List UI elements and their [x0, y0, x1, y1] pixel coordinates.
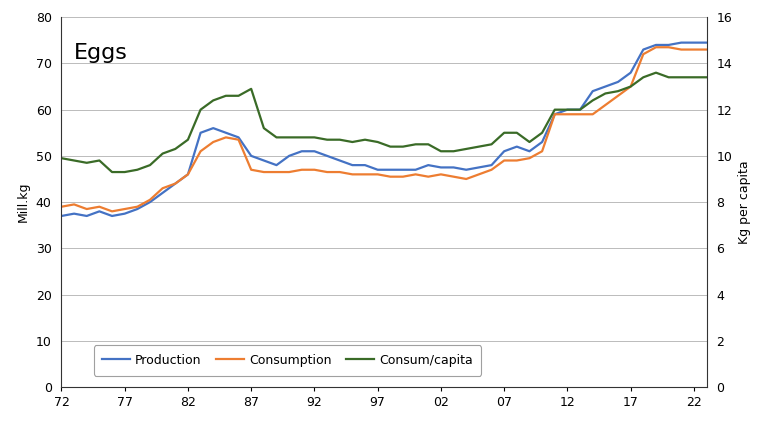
Consum/capita — [651, 70, 660, 75]
Consum/capita — [108, 169, 117, 175]
Consum/capita — [462, 146, 471, 151]
Consumption — [462, 176, 471, 181]
Production — [702, 40, 711, 45]
Text: Eggs: Eggs — [74, 43, 128, 63]
Production — [108, 213, 117, 218]
Consum/capita — [57, 156, 66, 161]
Consumption — [373, 172, 382, 177]
Production — [284, 154, 293, 159]
Production — [57, 213, 66, 218]
Consumption — [702, 47, 711, 52]
Legend: Production, Consumption, Consum/capita: Production, Consumption, Consum/capita — [94, 345, 482, 376]
Production — [449, 165, 458, 170]
Line: Consumption: Consumption — [61, 47, 707, 211]
Y-axis label: Mill.kg: Mill.kg — [17, 182, 30, 222]
Consum/capita — [373, 139, 382, 144]
Consum/capita — [702, 75, 711, 80]
Consumption — [411, 172, 420, 177]
Production — [360, 163, 369, 168]
Consumption — [57, 204, 66, 209]
Production — [677, 40, 686, 45]
Consum/capita — [487, 142, 496, 147]
Consumption — [120, 206, 129, 212]
Consumption — [651, 45, 660, 50]
Y-axis label: Kg per capita: Kg per capita — [738, 160, 750, 244]
Line: Consum/capita: Consum/capita — [61, 73, 707, 172]
Consum/capita — [120, 169, 129, 175]
Line: Production: Production — [61, 43, 707, 216]
Consumption — [487, 167, 496, 172]
Consumption — [297, 167, 306, 172]
Consum/capita — [297, 135, 306, 140]
Production — [475, 165, 484, 170]
Consum/capita — [411, 142, 420, 147]
Production — [651, 42, 660, 47]
Consumption — [108, 209, 117, 214]
